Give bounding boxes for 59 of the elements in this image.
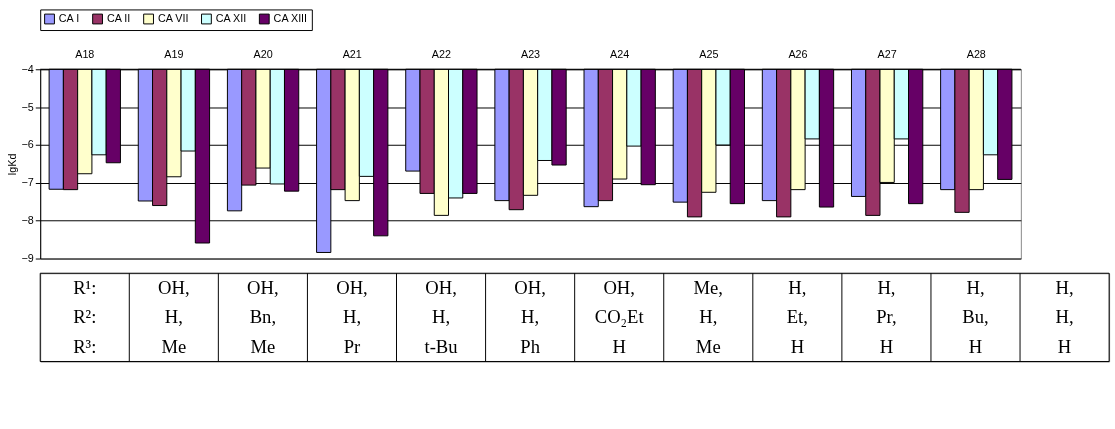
text: H, <box>699 306 718 328</box>
text: CO₂Et <box>594 306 645 328</box>
y-tick-label: −6 <box>21 138 34 151</box>
text: H, <box>342 306 362 328</box>
text: Ph <box>520 335 541 357</box>
y-tick-label: −5 <box>21 100 34 113</box>
y-tick-label: −9 <box>21 251 34 264</box>
text: H <box>968 335 983 357</box>
text: R¹: <box>73 276 97 298</box>
y-tick-label: −4 <box>21 62 34 75</box>
text: H, <box>164 306 183 328</box>
x-tick-label: A24 <box>610 47 630 60</box>
text: Pr, <box>876 306 897 328</box>
x-tick-label: A23 <box>520 47 541 60</box>
text: t-Bu <box>424 335 458 357</box>
text: OH, <box>603 276 635 298</box>
text: Bu, <box>962 306 989 328</box>
text: Pr <box>343 335 362 357</box>
x-tick-label: A27 <box>877 47 897 60</box>
legend-label: CA XII <box>215 11 247 24</box>
text: H, <box>1055 276 1074 298</box>
text: OH, <box>514 276 546 298</box>
text: Me <box>695 335 721 357</box>
y-axis-title: lgKd <box>5 153 18 176</box>
text: Me <box>250 335 276 357</box>
y-tick-label: −7 <box>21 176 34 189</box>
legend-label: CA VII <box>157 11 189 24</box>
text: H, <box>966 276 985 298</box>
x-tick-label: A21 <box>342 47 362 60</box>
x-tick-label: A19 <box>164 47 184 60</box>
text: OH, <box>425 276 457 298</box>
x-tick-label: A26 <box>788 47 808 60</box>
text: OH, <box>247 276 279 298</box>
text: OH, <box>158 276 190 298</box>
text: Me <box>161 335 187 357</box>
text: OH, <box>336 276 368 298</box>
text: H, <box>788 276 807 298</box>
x-tick-label: A22 <box>431 47 451 60</box>
x-tick-label: A20 <box>253 47 273 60</box>
text: Me, <box>693 276 724 298</box>
text: H <box>1057 335 1072 357</box>
text: R³: <box>73 335 97 357</box>
y-tick-label: −8 <box>21 214 34 227</box>
legend-label: CA I <box>58 11 80 24</box>
legend-label: CA II <box>106 11 131 24</box>
x-tick-label: A25 <box>699 47 719 60</box>
text: H, <box>431 306 451 328</box>
text: R²: <box>73 306 97 328</box>
x-tick-label: A18 <box>75 47 95 60</box>
text: H, <box>1055 306 1074 328</box>
text: H <box>790 335 805 357</box>
text: H, <box>877 276 896 298</box>
text: H, <box>521 306 540 328</box>
text: H <box>612 335 626 357</box>
x-tick-label: A28 <box>966 47 986 60</box>
text: H <box>879 335 894 357</box>
text: Et, <box>786 306 808 328</box>
legend-label: CA XIII <box>273 11 308 24</box>
text: Bn, <box>249 306 277 328</box>
